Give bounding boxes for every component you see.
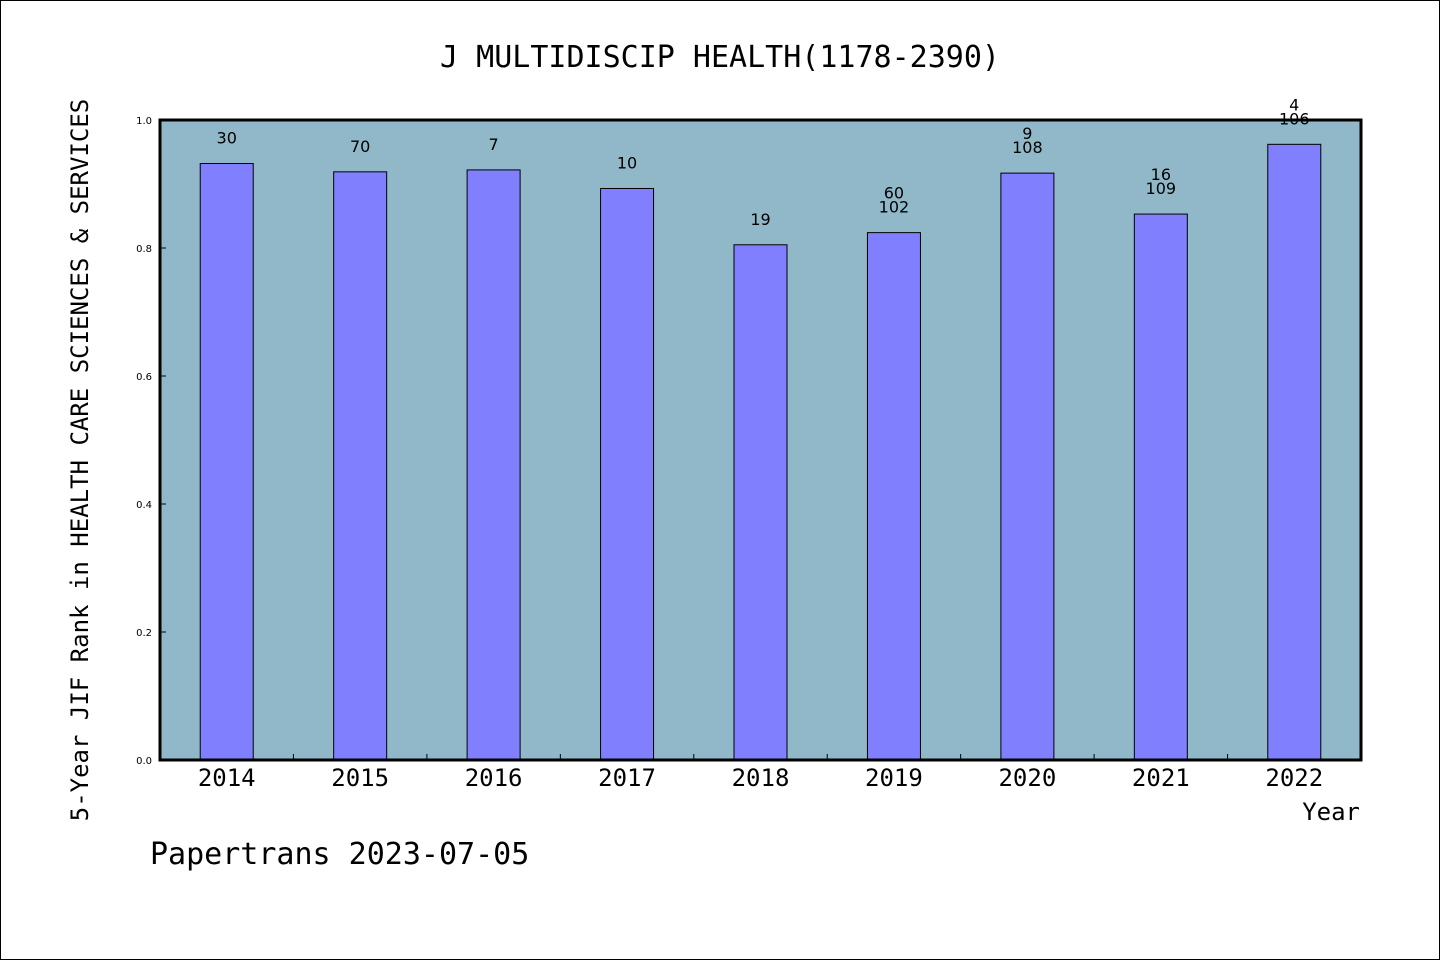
data-label: 10 — [617, 153, 637, 172]
bar-2015 — [333, 171, 388, 761]
y-tick-label: 0.6 — [136, 372, 152, 383]
data-label: 109 — [1146, 179, 1177, 198]
data-label: 60 — [884, 184, 904, 203]
x-tick-label: 2017 — [598, 764, 656, 792]
y-axis-label: 5-Year JIF Rank in HEALTH CARE SCIENCES … — [66, 99, 94, 821]
bar-2020 — [1000, 172, 1055, 761]
y-tick-label: 0.0 — [136, 756, 152, 767]
x-tick-label: 2014 — [198, 764, 256, 792]
data-label: 30 — [217, 129, 237, 148]
bar-2018 — [733, 244, 788, 761]
y-tick-label: 0.8 — [136, 244, 152, 255]
data-label: 7 — [489, 135, 499, 154]
x-tick-label: 2019 — [865, 764, 923, 792]
x-tick-label: 2016 — [465, 764, 523, 792]
x-axis-label: Year — [1302, 798, 1360, 826]
bar-2021 — [1133, 213, 1188, 761]
x-tick-label: 2021 — [1132, 764, 1190, 792]
y-tick-label: 0.2 — [136, 628, 152, 639]
x-tick-label: 2022 — [1265, 764, 1323, 792]
chart-title: J MULTIDISCIP HEALTH(1178-2390) — [440, 40, 1000, 75]
bar-2016 — [466, 169, 521, 761]
footer-text: Papertrans 2023-07-05 — [150, 837, 529, 872]
data-label: 9 — [1022, 124, 1032, 143]
bar-2014 — [199, 163, 254, 761]
bar-2017 — [600, 187, 655, 761]
data-label: 108 — [1012, 138, 1043, 157]
x-tick-label: 2015 — [331, 764, 389, 792]
data-label: 102 — [879, 198, 910, 217]
data-label: 16 — [1151, 165, 1171, 184]
data-label: 19 — [750, 210, 770, 229]
bar-2022 — [1267, 143, 1322, 761]
y-tick-label: 0.4 — [136, 500, 152, 511]
ticks-group: 0.0 0.2 0.4 0.6 0.8 1.0 2014 2015 2016 2017 2018 20… — [136, 116, 1323, 792]
x-tick-label: 2018 — [732, 764, 790, 792]
x-tick-label: 2020 — [998, 764, 1056, 792]
y-tick-label: 1.0 — [136, 116, 152, 127]
plot-border — [158, 118, 1363, 762]
bar-2019 — [866, 232, 921, 761]
data-label: 70 — [350, 137, 370, 156]
data-label: 4 — [1289, 95, 1299, 114]
